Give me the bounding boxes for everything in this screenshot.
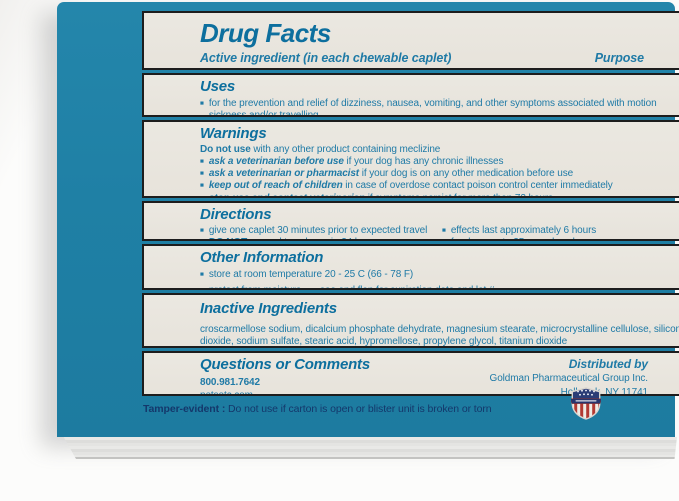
questions-heading: Questions or Comments bbox=[200, 356, 370, 373]
do-not-use-rest: with any other product containing mecliz… bbox=[250, 143, 441, 155]
bullet-icon: ■ bbox=[200, 226, 204, 234]
direction-bullet-row: ■ effects last approximately 6 hours bbox=[442, 225, 679, 237]
bullet-icon: ■ bbox=[200, 157, 204, 165]
uses-bullet-row: ■ for the prevention and relief of dizzi… bbox=[200, 97, 679, 117]
uses-bullet-text: for the prevention and relief of dizzine… bbox=[208, 97, 657, 117]
inactive-heading: Inactive Ingredients bbox=[200, 300, 337, 317]
bullet-icon: ■ bbox=[200, 270, 204, 278]
inactive-ingredients-text: croscarmellose sodium, dicalcium phospha… bbox=[200, 323, 679, 348]
directions-columns: ■ give one caplet 30 minutes prior to ex… bbox=[200, 225, 679, 241]
direction-text: for dogs up to 25 pounds only bbox=[451, 237, 580, 239]
distributed-by-label: Distributed by bbox=[568, 357, 648, 371]
warning-text: keep out of reach of children in case of… bbox=[208, 180, 613, 192]
purpose-label: Purpose bbox=[594, 50, 644, 65]
bullet-icon: ■ bbox=[200, 170, 204, 178]
warnings-do-not-use-line: Do not use with any other product contai… bbox=[200, 144, 679, 156]
tamper-evident-label: Tamper-evident : bbox=[143, 403, 226, 415]
bullet-icon: ■ bbox=[200, 99, 204, 107]
ingredient-row: Meclizine HCL, USP 12.5 mg Antiemetic bbox=[200, 68, 679, 70]
warnings-heading: Warnings bbox=[200, 125, 267, 142]
questions-left: Questions or Comments 800.981.7642 petso… bbox=[200, 354, 370, 396]
direction-text: effects last approximately 6 hours bbox=[450, 224, 597, 236]
other-info-heading: Other Information bbox=[200, 249, 324, 266]
box-bottom-edge bbox=[63, 437, 677, 459]
made-in-america-shield-icon bbox=[571, 387, 601, 420]
active-ingredient-label: Active ingredient (in each chewable capl… bbox=[200, 50, 452, 65]
ingredient-name: Meclizine HCL, USP 12.5 mg bbox=[200, 68, 331, 70]
website-url: petsotc.com bbox=[200, 390, 253, 396]
section-directions: Directions ■ give one caplet 30 minutes … bbox=[142, 201, 679, 241]
other-info-bullet-row: ■ protect from moisture ■ see end flap f… bbox=[200, 285, 679, 288]
distributor-city: Holbrook, NY 11741 bbox=[560, 386, 648, 396]
questions-row: Questions or Comments 800.981.7642 petso… bbox=[200, 354, 679, 396]
direction-text: DO NOT exceed two doses in 24 hours bbox=[209, 237, 380, 239]
phone-number: 800.981.7642 bbox=[200, 376, 260, 388]
warning-text: stop use and contact veterinarian if sym… bbox=[208, 192, 554, 198]
bullet-icon: ■ bbox=[200, 194, 204, 198]
medicine-box-back-panel: Drug Facts Active ingredient (in each ch… bbox=[57, 2, 679, 437]
other-info-bullet-row: ■ store at room temperature 20 - 25 C (6… bbox=[200, 269, 679, 281]
section-drug-facts-header: Drug Facts Active ingredient (in each ch… bbox=[142, 11, 679, 70]
directions-heading: Directions bbox=[200, 206, 272, 223]
section-other-information: Other Information ■ store at room temper… bbox=[142, 244, 679, 290]
directions-left-column: ■ give one caplet 30 minutes prior to ex… bbox=[200, 225, 442, 241]
drug-facts-title: Drug Facts bbox=[200, 18, 331, 48]
active-ingredient-row: Active ingredient (in each chewable capl… bbox=[200, 51, 679, 67]
direction-bullet-row: ■ give one caplet 30 minutes prior to ex… bbox=[200, 225, 442, 237]
direction-bullet-row: ■ DO NOT exceed two doses in 24 hours bbox=[200, 237, 442, 241]
bullet-icon: ■ bbox=[200, 182, 204, 190]
bullet-icon: ■ bbox=[200, 287, 204, 288]
dotted-leader bbox=[334, 68, 599, 70]
bullet-icon: ■ bbox=[442, 226, 446, 234]
warning-text: ask a veterinarian or pharmacist if your… bbox=[208, 168, 574, 180]
other-info-text: protect from moisture bbox=[209, 285, 301, 288]
warning-bullet-row: ■ keep out of reach of children in case … bbox=[200, 180, 679, 192]
other-info-text: store at room temperature 20 - 25 C (66 … bbox=[208, 268, 414, 280]
bullet-icon: ■ bbox=[311, 287, 315, 288]
section-inactive-ingredients: Inactive Ingredients croscarmellose sodi… bbox=[142, 293, 679, 348]
other-info-text: see end flap for expiration date and lot… bbox=[320, 285, 494, 288]
warning-bullet-row: ■ ask a veterinarian before use if your … bbox=[200, 156, 679, 168]
purpose-value: Antiemetic bbox=[602, 68, 648, 70]
section-uses: Uses ■ for the prevention and relief of … bbox=[142, 73, 679, 117]
warning-bullet-row: ■ stop use and contact veterinarian if s… bbox=[200, 192, 679, 198]
tamper-evident-notice: Tamper-evident : Do not use if carton is… bbox=[143, 403, 492, 415]
direction-bullet-row: ■ for dogs up to 25 pounds only bbox=[442, 237, 679, 241]
drug-facts-label: Drug Facts Active ingredient (in each ch… bbox=[142, 11, 679, 399]
distributor-name: Goldman Pharmaceutical Group Inc. bbox=[489, 373, 649, 384]
directions-right-column: ■ effects last approximately 6 hours ■ f… bbox=[442, 225, 679, 241]
bullet-icon: ■ bbox=[442, 240, 446, 241]
warning-text: ask a veterinarian before use if your do… bbox=[208, 155, 504, 167]
do-not-use-lead: Do not use bbox=[200, 143, 251, 155]
uses-heading: Uses bbox=[200, 78, 236, 95]
direction-text: give one caplet 30 minutes prior to expe… bbox=[208, 224, 428, 236]
warning-bullet-row: ■ ask a veterinarian or pharmacist if yo… bbox=[200, 168, 679, 180]
distributor-block: Distributed by Goldman Pharmaceutical Gr… bbox=[489, 354, 649, 396]
section-warnings: Warnings Do not use with any other produ… bbox=[142, 120, 679, 198]
tamper-evident-text: Do not use if carton is open or blister … bbox=[225, 403, 492, 415]
section-questions: Questions or Comments 800.981.7642 petso… bbox=[142, 351, 679, 396]
bullet-icon: ■ bbox=[200, 240, 204, 241]
